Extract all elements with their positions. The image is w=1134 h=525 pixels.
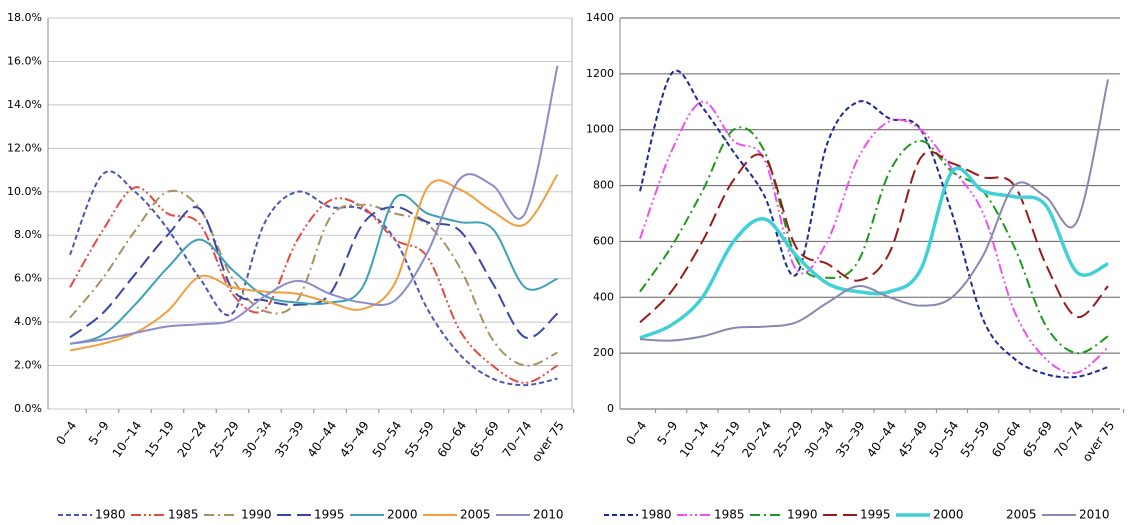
x-tick-label: 15~19 bbox=[142, 419, 177, 460]
x-tick-label: 30~34 bbox=[240, 419, 275, 460]
x-tick-label: over 75 bbox=[529, 419, 567, 465]
y-tick-label: 800 bbox=[593, 179, 614, 192]
legend-label: 2005 bbox=[460, 508, 491, 522]
y-tick-label: 16.0% bbox=[7, 54, 42, 67]
y-tick-label: 1400 bbox=[586, 11, 614, 24]
legend-label: 1995 bbox=[860, 508, 891, 522]
x-tick-label: over 75 bbox=[1080, 419, 1118, 465]
x-tick-label: 70~74 bbox=[500, 419, 535, 460]
x-tick-label: 65~69 bbox=[467, 419, 502, 460]
x-tick-label: 40~44 bbox=[864, 419, 899, 460]
legend-label: 1995 bbox=[314, 508, 345, 522]
x-tick-label: 45~49 bbox=[337, 419, 372, 460]
series-line bbox=[639, 150, 1109, 324]
legend-label: 1990 bbox=[241, 508, 272, 522]
x-tick-label: 10~14 bbox=[677, 419, 712, 460]
x-tick-label: 25~29 bbox=[207, 419, 242, 460]
series-line bbox=[69, 189, 558, 367]
y-tick-label: 8.0% bbox=[14, 228, 42, 241]
x-tick-label: 30~34 bbox=[802, 419, 837, 460]
series-line bbox=[69, 186, 559, 384]
legend-label: 2000 bbox=[387, 508, 418, 522]
y-tick-label: 14.0% bbox=[7, 98, 42, 111]
y-tick-label: 200 bbox=[593, 346, 614, 359]
series-line bbox=[69, 170, 558, 387]
x-tick-label: 15~19 bbox=[708, 419, 743, 460]
legend-label: 1990 bbox=[787, 508, 818, 522]
series-line bbox=[639, 79, 1109, 342]
series-line bbox=[639, 166, 1109, 340]
x-tick-label: 20~24 bbox=[739, 419, 774, 460]
x-tick-label: 35~39 bbox=[272, 419, 307, 460]
legend-label: 1985 bbox=[168, 508, 199, 522]
legend-label: 1980 bbox=[95, 508, 126, 522]
y-tick-label: 1000 bbox=[586, 123, 614, 136]
legend-label: 1980 bbox=[641, 508, 672, 522]
x-tick-label: 10~14 bbox=[110, 419, 145, 460]
x-tick-label: 50~54 bbox=[370, 419, 405, 460]
legend-label: 2005 bbox=[1006, 508, 1037, 522]
x-tick-label: 50~54 bbox=[927, 419, 962, 460]
series-line bbox=[69, 65, 559, 345]
y-tick-label: 12.0% bbox=[7, 141, 42, 154]
series-line bbox=[69, 173, 559, 352]
legend-label: 1985 bbox=[714, 508, 745, 522]
x-tick-label: 35~39 bbox=[833, 419, 868, 460]
x-tick-label: 60~64 bbox=[435, 419, 470, 460]
y-tick-label: 4.0% bbox=[14, 315, 42, 328]
y-tick-label: 600 bbox=[593, 234, 614, 247]
x-tick-label: 0~4 bbox=[53, 419, 79, 448]
y-tick-label: 0 bbox=[607, 402, 614, 415]
legend-label: 2010 bbox=[533, 508, 564, 522]
y-tick-label: 2.0% bbox=[14, 359, 42, 372]
y-tick-label: 0.0% bbox=[14, 402, 42, 415]
series-line bbox=[639, 69, 1109, 379]
x-tick-label: 55~59 bbox=[402, 419, 437, 460]
legend-label: 2010 bbox=[1079, 508, 1110, 522]
x-tick-label: 55~59 bbox=[958, 419, 993, 460]
y-tick-label: 6.0% bbox=[14, 272, 42, 285]
x-tick-label: 65~69 bbox=[1020, 419, 1055, 460]
x-tick-label: 25~29 bbox=[771, 419, 806, 460]
x-tick-label: 45~49 bbox=[895, 419, 930, 460]
y-tick-label: 400 bbox=[593, 290, 614, 303]
x-tick-label: 5~9 bbox=[655, 419, 681, 448]
x-tick-label: 0~4 bbox=[623, 419, 649, 448]
series-line bbox=[69, 193, 558, 345]
legend-label: 2000 bbox=[933, 508, 964, 522]
x-tick-label: 5~9 bbox=[86, 419, 112, 448]
x-tick-label: 40~44 bbox=[305, 419, 340, 460]
plot-frame bbox=[47, 17, 573, 410]
y-tick-label: 10.0% bbox=[7, 185, 42, 198]
x-tick-label: 20~24 bbox=[175, 419, 210, 460]
y-tick-label: 1200 bbox=[586, 67, 614, 80]
series-line bbox=[639, 126, 1109, 355]
series-line bbox=[69, 205, 559, 339]
series-line bbox=[639, 100, 1109, 375]
y-tick-label: 18.0% bbox=[7, 11, 42, 24]
x-tick-label: 60~64 bbox=[989, 419, 1024, 460]
